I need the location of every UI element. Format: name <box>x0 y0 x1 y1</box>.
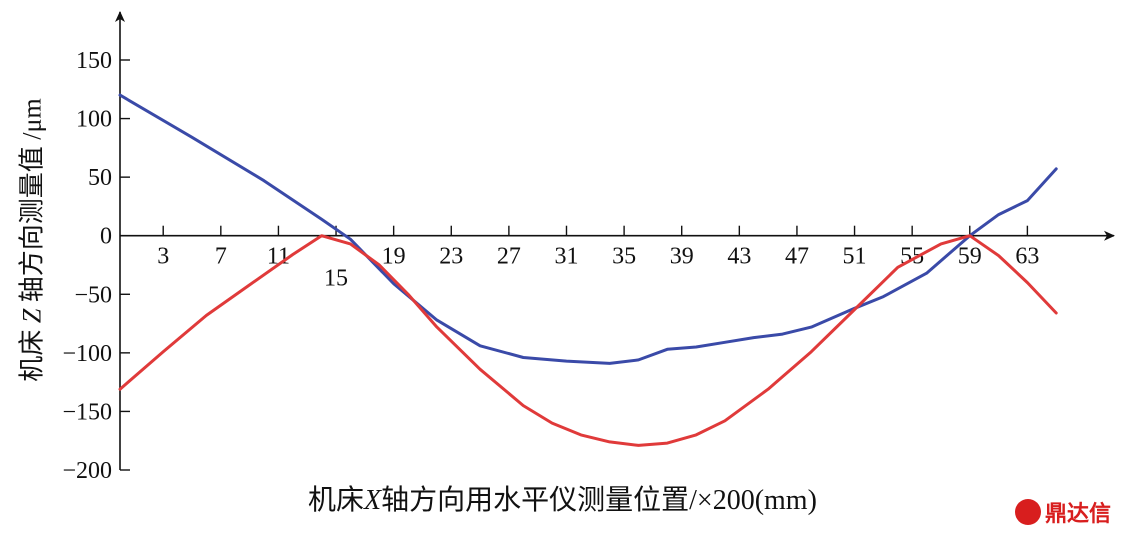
watermark-logo-icon <box>1014 499 1041 525</box>
x-axis-label-prefix: 机床 <box>308 485 365 516</box>
watermark: 鼎达信 <box>1014 496 1111 528</box>
x-tick-label: 39 <box>670 244 694 270</box>
x-tick-label: 59 <box>958 244 982 270</box>
x-tick-label: 51 <box>843 244 867 270</box>
x-tick-label: 63 <box>1015 244 1039 270</box>
y-tick-label: 50 <box>88 165 112 191</box>
x-tick-label: 15 <box>324 266 348 292</box>
y-tick-label: 100 <box>76 107 112 133</box>
y-tick-label: −200 <box>62 458 112 484</box>
axes <box>115 11 1115 470</box>
y-axis-label-prefix: 机床 <box>17 323 47 382</box>
x-tick-label: 3 <box>157 244 169 270</box>
y-tick-label: 150 <box>76 48 112 74</box>
x-tick-label: 35 <box>612 244 636 270</box>
x-tick-label: 31 <box>554 244 578 270</box>
series-lines <box>118 93 1058 447</box>
y-tick-label: 0 <box>100 224 112 250</box>
x-tick-label: 7 <box>215 244 227 270</box>
x-tick-label: 23 <box>439 244 463 270</box>
x-axis-label-suffix: 轴方向用水平仪测量位置/×200(mm) <box>381 485 817 516</box>
x-tick-label: 27 <box>497 244 521 270</box>
series-line-1 <box>118 93 1058 365</box>
x-tick-label: 19 <box>382 244 406 270</box>
y-axis-ticks: 150 100 50 0 −50 −100 −150 −200 <box>62 48 130 484</box>
y-tick-label: −100 <box>62 341 112 367</box>
y-tick-label: −50 <box>74 282 112 308</box>
y-axis-label: 机床 Z 轴方向测量值 /μm <box>12 98 49 381</box>
x-axis-label-variable: X <box>364 485 382 516</box>
x-tick-label: 55 <box>900 244 924 270</box>
series-line-2 <box>118 234 1058 447</box>
y-tick-label: −150 <box>62 399 112 425</box>
x-tick-label: 11 <box>267 244 290 270</box>
y-axis-label-suffix: 轴方向测量值 /μm <box>17 98 47 309</box>
x-tick-label: 43 <box>727 244 751 270</box>
x-tick-label: 47 <box>785 244 809 270</box>
y-axis-label-variable: Z <box>17 308 47 324</box>
x-axis-label: 机床X轴方向用水平仪测量位置/×200(mm) <box>308 478 817 518</box>
watermark-text: 鼎达信 <box>1044 502 1111 527</box>
